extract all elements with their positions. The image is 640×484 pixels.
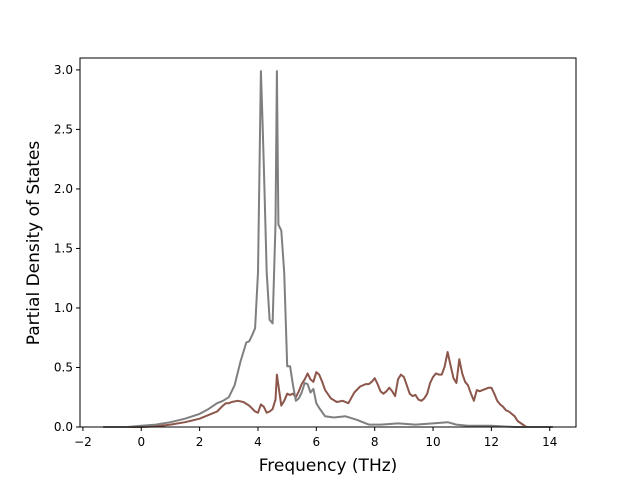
series-line-2 (103, 70, 553, 428)
x-tick-label: 14 (542, 435, 557, 449)
series-layer (103, 70, 553, 428)
x-tick-label: 0 (137, 435, 145, 449)
x-tick-label: 8 (371, 435, 379, 449)
y-tick-label: 2.5 (54, 122, 73, 136)
x-tick-label: 10 (425, 435, 440, 449)
y-tick-label: 2.0 (54, 182, 73, 196)
y-tick-label: 1.0 (54, 301, 73, 315)
y-tick-label: 1.5 (54, 241, 73, 255)
y-tick-label: 0.0 (54, 420, 73, 434)
y-tick-label: 0.5 (54, 360, 73, 374)
x-tick-label: 2 (196, 435, 204, 449)
axes-frame (79, 57, 577, 428)
series-line-1 (103, 351, 553, 428)
y-axis-label: Partial Density of States (24, 141, 44, 346)
x-ticks: −2 0 2 4 6 8 10 12 14 (74, 427, 557, 449)
x-tick-label: 12 (484, 435, 499, 449)
x-tick-label: 4 (254, 435, 262, 449)
x-tick-label: 6 (313, 435, 321, 449)
y-ticks: 0.0 0.5 1.0 1.5 2.0 2.5 3.0 (54, 63, 80, 434)
y-tick-label: 3.0 (54, 63, 73, 77)
x-axis-label: Frequency (THz) (259, 456, 398, 476)
x-tick-label: −2 (74, 435, 92, 449)
